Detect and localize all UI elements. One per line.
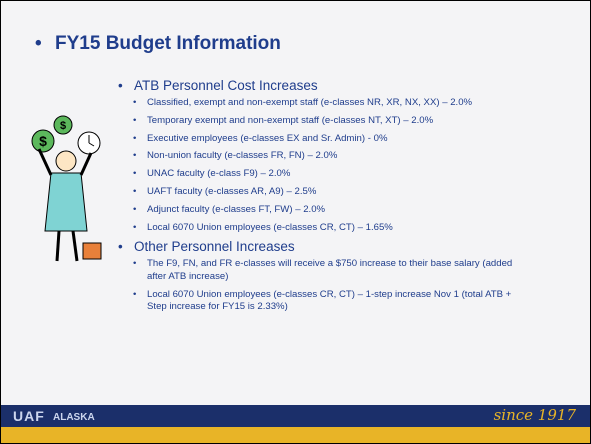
- footer-band: [1, 405, 590, 427]
- bullet-item: Classified, exempt and non-exempt staff …: [133, 97, 526, 110]
- bullet-item: Adjunct faculty (e-classes FT, FW) – 2.0…: [133, 204, 526, 217]
- section-heading: Other Personnel Increases: [118, 239, 526, 254]
- content: ATB Personnel Cost Increases Classified, …: [118, 75, 526, 319]
- bullet-item: The F9, FN, and FR e-classes will receiv…: [133, 258, 526, 283]
- footer-stripe: [1, 427, 590, 443]
- bullet-item: UAFT faculty (e-classes AR, A9) – 2.5%: [133, 186, 526, 199]
- bullet-item: Temporary exempt and non-exempt staff (e…: [133, 115, 526, 128]
- section-heading: ATB Personnel Cost Increases: [118, 78, 526, 93]
- bullet-item: Local 6070 Union employees (e-classes CR…: [133, 289, 526, 314]
- tagline: since 1917: [493, 406, 576, 424]
- bullet-item: UNAC faculty (e-class F9) – 2.0%: [133, 168, 526, 181]
- svg-text:$: $: [39, 133, 47, 149]
- bullet-item: Executive employees (e-classes EX and Sr…: [133, 133, 526, 146]
- slide-title: FY15 Budget Information: [35, 33, 281, 55]
- svg-text:$: $: [60, 120, 66, 132]
- bullet-item: Local 6070 Union employees (e-classes CR…: [133, 222, 526, 235]
- bullet-item: Non-union faculty (e-classes FR, FN) – 2…: [133, 150, 526, 163]
- logo: UAF: [13, 408, 45, 424]
- clipart: $ $: [31, 115, 102, 262]
- logo-sub: ALASKA: [53, 412, 95, 423]
